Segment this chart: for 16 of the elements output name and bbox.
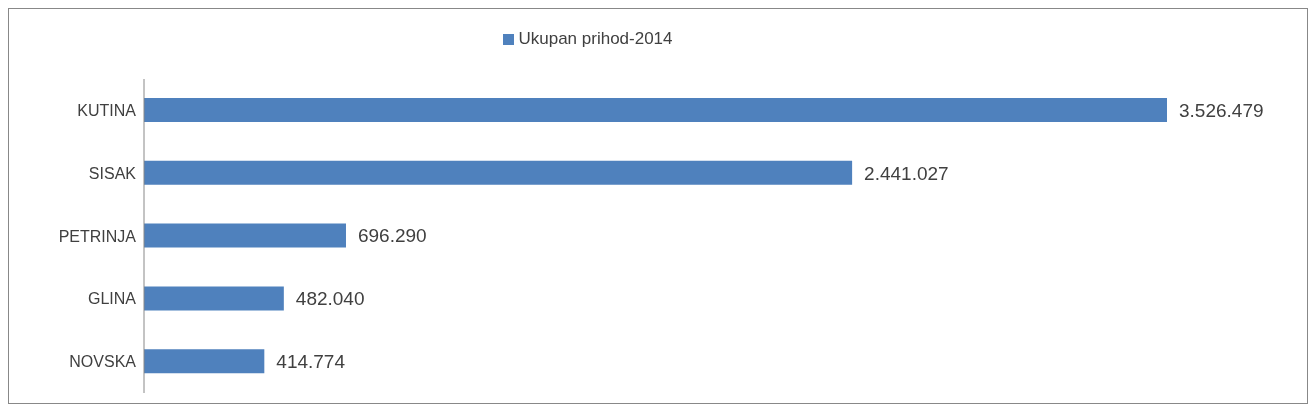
data-label: 696.290 (357, 225, 427, 247)
y-tick-label: SISAK (88, 164, 137, 182)
data-label: 414.774 (276, 350, 346, 372)
bar (144, 160, 853, 185)
data-label: 3.526.479 (1179, 99, 1264, 121)
y-tick-label: KUTINA (77, 102, 137, 120)
y-tick-label: PETRINJA (58, 227, 137, 245)
data-label: 482.040 (295, 288, 365, 310)
bar (144, 223, 346, 248)
bar (144, 286, 284, 311)
y-tick-label: GLINA (87, 290, 137, 308)
bar (144, 349, 265, 374)
data-label: 2.441.027 (864, 162, 949, 184)
legend-label: Ukupan prihod-2014 (518, 29, 673, 48)
bar (144, 98, 1167, 122)
y-tick-label: NOVSKA (69, 353, 137, 371)
